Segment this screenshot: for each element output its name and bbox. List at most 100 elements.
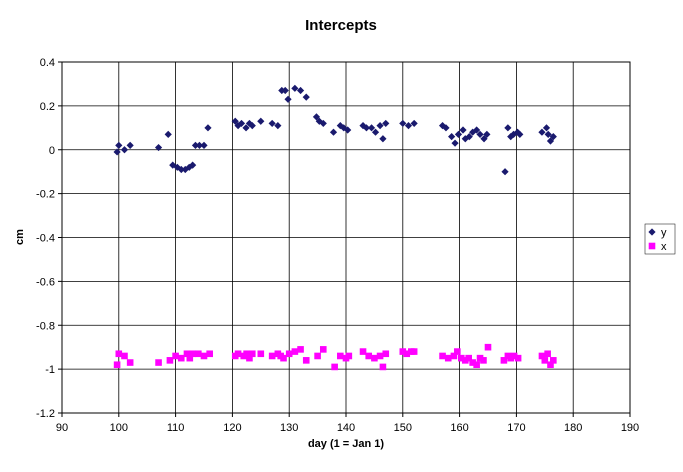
- data-point-x: [458, 354, 465, 362]
- y-tick-label: -0.2: [36, 189, 55, 201]
- data-point-x: [243, 350, 250, 358]
- data-point-y: [237, 119, 246, 128]
- x-tick-label: 150: [394, 422, 412, 434]
- data-point-y: [410, 119, 418, 128]
- x-tick-label: 140: [337, 422, 355, 434]
- data-point-y: [319, 119, 327, 128]
- data-point-x: [345, 352, 353, 360]
- data-point-x: [246, 354, 253, 362]
- data-point-y: [164, 130, 172, 138]
- data-point-y: [231, 117, 239, 125]
- data-point-x: [476, 354, 484, 362]
- data-point-y: [312, 113, 321, 121]
- legend-label-x: x: [661, 241, 667, 253]
- data-point-x: [473, 361, 480, 369]
- data-point-y: [542, 124, 551, 132]
- data-point-x: [484, 343, 492, 351]
- x-tick-label: 110: [167, 422, 185, 434]
- data-point-x: [444, 354, 452, 362]
- data-point-x: [115, 350, 123, 358]
- y-tick-label: -1: [45, 364, 55, 376]
- data-point-y: [120, 146, 129, 154]
- x-tick-label: 170: [507, 422, 525, 434]
- data-point-x: [465, 354, 472, 362]
- data-point-y: [281, 86, 289, 95]
- data-point-x: [314, 352, 321, 360]
- data-point-x: [195, 350, 202, 358]
- data-point-x: [371, 354, 378, 362]
- data-point-x: [268, 352, 276, 360]
- data-point-y: [404, 122, 413, 130]
- y-tick-label: -0.4: [36, 233, 55, 245]
- data-point-y: [454, 130, 463, 138]
- data-point-y: [480, 135, 488, 143]
- data-point-y: [302, 93, 310, 101]
- y-tick-label: 0.2: [40, 101, 55, 113]
- data-point-y: [344, 126, 352, 134]
- data-point-x: [234, 350, 242, 358]
- data-point-x: [379, 363, 387, 371]
- y-tick-label: 0: [49, 145, 55, 157]
- series-x: [113, 343, 557, 371]
- data-point-y: [191, 141, 200, 149]
- data-point-y: [544, 130, 552, 138]
- x-tick-label: 100: [110, 422, 128, 434]
- data-point-x: [439, 352, 446, 360]
- y-axis-label: cm: [14, 229, 26, 245]
- data-point-x: [450, 352, 458, 360]
- data-point-y: [189, 161, 197, 169]
- data-point-y: [461, 135, 469, 143]
- data-point-x: [183, 350, 191, 358]
- data-point-y: [291, 84, 299, 92]
- data-point-x: [454, 348, 461, 355]
- data-point-x: [189, 350, 196, 358]
- data-point-y: [376, 122, 384, 130]
- chart-title: Intercepts: [305, 17, 377, 34]
- data-point-x: [113, 361, 121, 369]
- x-tick-label: 120: [223, 422, 241, 434]
- data-point-y: [204, 124, 212, 132]
- data-point-y: [371, 128, 380, 136]
- data-point-x: [285, 350, 293, 358]
- data-point-x: [166, 357, 174, 364]
- data-point-x: [507, 354, 515, 362]
- x-tick-label: 180: [564, 422, 582, 434]
- x-tick-label: 90: [56, 422, 68, 434]
- data-point-x: [541, 357, 549, 364]
- legend: yx: [644, 223, 676, 255]
- series-y: [113, 84, 557, 176]
- data-point-y: [257, 117, 265, 125]
- data-point-y: [504, 124, 512, 132]
- data-point-x: [186, 354, 194, 362]
- x-tick-label: 160: [450, 422, 468, 434]
- data-point-x: [469, 359, 476, 366]
- data-point-x: [382, 350, 390, 358]
- data-point-y: [242, 124, 250, 132]
- data-point-x: [510, 352, 518, 360]
- data-point-x: [319, 346, 327, 353]
- data-point-x: [126, 359, 134, 366]
- data-point-x: [200, 352, 208, 360]
- data-point-x: [206, 350, 213, 358]
- data-point-x: [480, 357, 487, 364]
- data-point-x: [302, 357, 310, 364]
- data-point-x: [544, 350, 551, 358]
- data-point-y: [329, 128, 338, 136]
- data-point-y: [154, 143, 163, 152]
- data-point-y: [448, 132, 456, 141]
- data-point-y: [296, 86, 305, 95]
- data-point-x: [538, 352, 546, 360]
- data-point-y: [268, 119, 276, 128]
- data-point-y: [274, 122, 282, 130]
- legend-marker-x: [648, 242, 656, 250]
- data-point-x: [461, 357, 469, 364]
- data-point-x: [257, 350, 265, 358]
- data-point-x: [172, 352, 179, 360]
- data-point-y: [549, 132, 557, 141]
- data-point-y: [459, 126, 467, 134]
- data-point-x: [280, 354, 287, 362]
- data-point-x: [365, 352, 373, 360]
- data-point-y: [399, 119, 407, 128]
- data-point-x: [399, 348, 407, 355]
